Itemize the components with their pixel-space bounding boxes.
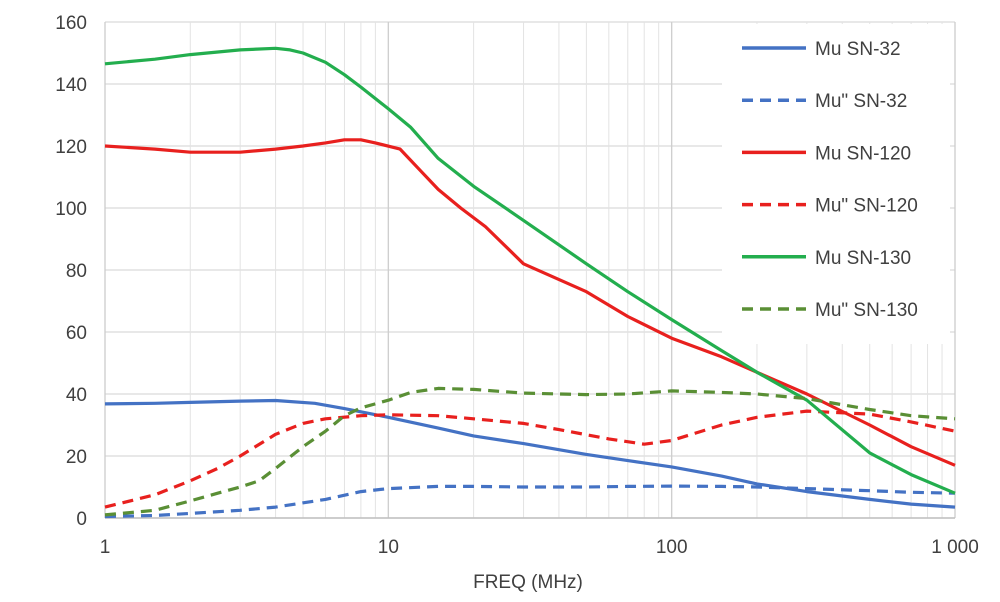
legend-label: Mu SN-120 <box>815 143 911 164</box>
legend-label: Mu" SN-130 <box>815 300 918 321</box>
legend-label: Mu SN-130 <box>815 248 911 269</box>
y-tick-label: 0 <box>76 509 87 530</box>
y-tick-label: 140 <box>55 75 87 96</box>
series-line-0 <box>104 398 956 509</box>
y-tick-label: 60 <box>66 323 87 344</box>
legend-label: Mu" SN-120 <box>815 196 918 217</box>
series-line-5 <box>104 386 956 517</box>
y-tick-label: 80 <box>66 261 87 282</box>
axes: 0 20 40 60 80 100 120 140 160 1 10 100 1 000 FREQ (MH… <box>55 13 978 593</box>
series-line-4 <box>104 46 956 495</box>
x-tick-label: 100 <box>656 537 688 558</box>
legend: Mu SN-32 Mu" SN-32 Mu SN-120 Mu" SN-120 Mu S… <box>722 24 950 344</box>
y-tick-label: 160 <box>55 13 87 34</box>
y-tick-label: 20 <box>66 447 87 468</box>
x-tick-label: 1 <box>100 537 111 558</box>
y-tick-label: 100 <box>55 199 87 220</box>
y-tick-label: 40 <box>66 385 87 406</box>
x-axis-title: FREQ (MHz) <box>473 572 583 593</box>
series-line-3 <box>104 409 956 509</box>
x-tick-label: 10 <box>378 537 399 558</box>
legend-label: Mu" SN-32 <box>815 91 907 112</box>
x-tick-label: 1 000 <box>931 537 979 558</box>
series-lines <box>104 46 956 519</box>
grid <box>104 21 956 519</box>
legend-box <box>722 24 950 344</box>
legend-label: Mu SN-32 <box>815 39 901 60</box>
y-tick-label: 120 <box>55 137 87 158</box>
